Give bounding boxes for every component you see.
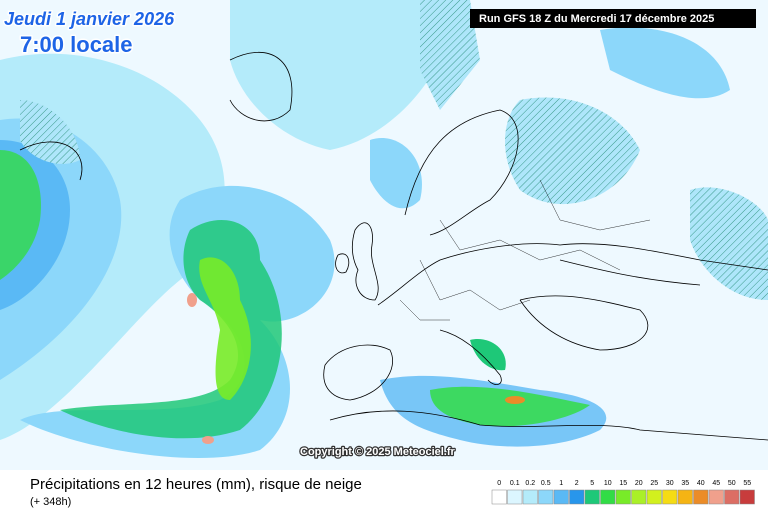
legend-label: 2 [575,480,579,487]
legend-swatch [584,489,600,505]
legend: 0 0.1 0.2 0.5 1 2 5 10 15 20 25 30 35 40 45 50 55 [491,480,755,505]
legend-swatch [724,489,740,505]
legend-swatch [553,489,569,505]
legend-swatch [522,489,538,505]
legend-swatch [600,489,616,505]
legend-label: 20 [635,480,643,487]
date-label: Jeudi 1 janvier 2026 [4,9,175,29]
precipitation-areas [0,0,768,459]
caption-lead: (+ 348h) [30,496,71,508]
legend-label: 35 [681,480,689,487]
legend-swatch [677,489,693,505]
legend-label: 0.5 [541,480,551,487]
time-label: 7:00 locale [20,32,133,57]
legend-swatch [693,489,709,505]
copyright: Copyright © 2025 Meteociel.fr [300,446,456,458]
run-label: Run GFS 18 Z du Mercredi 17 décembre 202… [479,13,714,25]
legend-label: 40 [697,480,705,487]
legend-swatch [739,489,755,505]
legend-swatch [507,489,523,505]
run-box [470,9,756,28]
legend-swatch [538,489,554,505]
legend-label: 0.2 [525,480,535,487]
legend-swatch [708,489,724,505]
legend-swatch [615,489,631,505]
legend-label: 0.1 [510,480,520,487]
legend-label: 1 [559,480,563,487]
legend-swatch [646,489,662,505]
legend-label: 50 [728,480,736,487]
caption-title: Précipitations en 12 heures (mm), risque… [30,476,362,493]
legend-label: 0 [497,480,501,487]
legend-label: 55 [743,480,751,487]
legend-label: 15 [619,480,627,487]
legend-label: 10 [604,480,612,487]
legend-label: 5 [590,480,594,487]
legend-swatch [631,489,647,505]
borders [399,179,651,321]
legend-swatch [491,489,507,505]
legend-swatch [569,489,585,505]
legend-label: 25 [650,480,658,487]
legend-swatch [662,489,678,505]
legend-label: 30 [666,480,674,487]
legend-label: 45 [712,480,720,487]
coastlines [19,51,768,441]
